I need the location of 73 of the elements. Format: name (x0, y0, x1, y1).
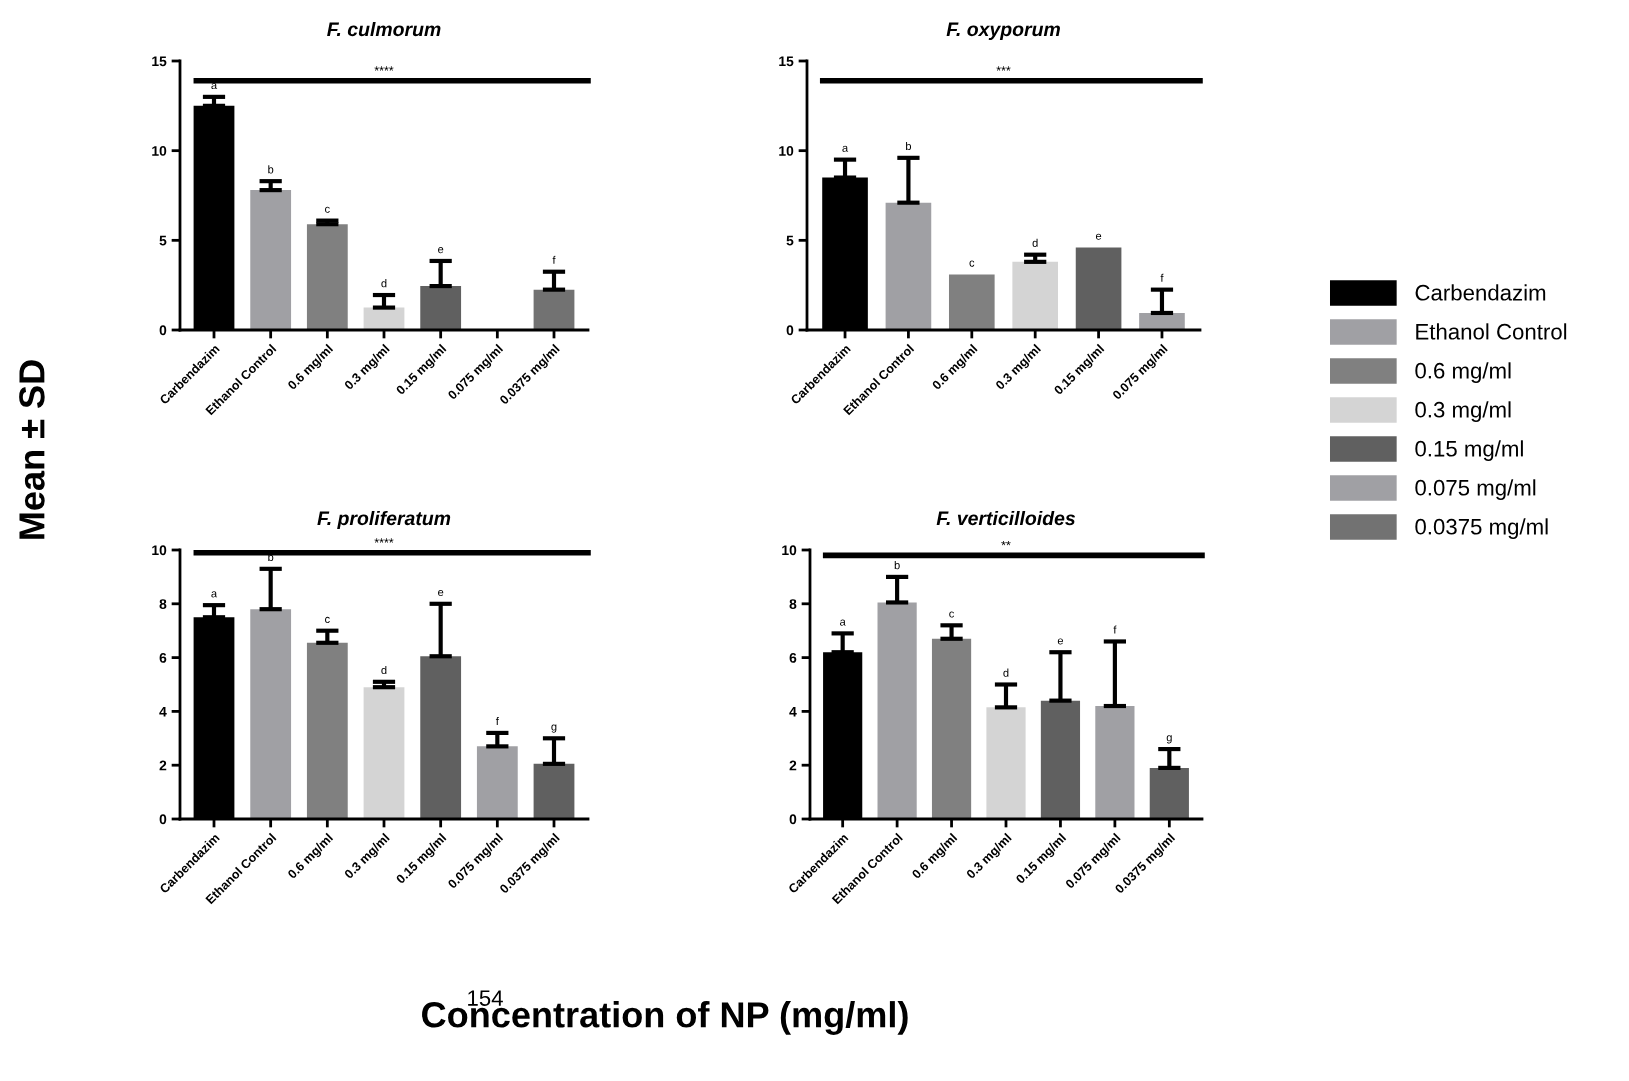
bar (420, 656, 462, 819)
annotation: a (211, 83, 218, 90)
y-tick-label: 0 (159, 325, 167, 336)
chart-title: F. proliferatum (317, 510, 451, 530)
y-axis-title: Mean ± SD (19, 360, 45, 539)
annotation: d (381, 279, 387, 288)
y-tick-label: 4 (159, 706, 167, 717)
bar (533, 763, 575, 819)
y-tick-label: 5 (786, 235, 794, 246)
annotation: d (381, 665, 387, 675)
bar (533, 289, 575, 330)
annotation: b (894, 560, 900, 570)
y-tick-label: 0 (159, 814, 167, 825)
y-tick-label: 8 (159, 599, 167, 609)
y-tick-label: 15 (152, 56, 167, 67)
annotation: a (211, 591, 218, 598)
y-tick-label: 15 (779, 56, 794, 67)
annotation: g (551, 724, 557, 733)
y-tick-label: 0 (789, 814, 797, 825)
bar (1040, 700, 1081, 819)
y-tick-label: 4 (789, 706, 797, 717)
annotation: f (552, 255, 556, 264)
y-tick-label: 6 (159, 652, 167, 663)
chart-title: F. culmorum (327, 21, 441, 37)
annotation: g (1166, 735, 1172, 744)
annotation: d (1003, 668, 1009, 677)
y-tick-label: 10 (782, 545, 797, 556)
chart-title: F. verticilloides (936, 510, 1076, 526)
annotation: e (438, 247, 444, 254)
annotation: f (1113, 625, 1117, 634)
annotation: a (840, 619, 846, 626)
category-label: 0.0375 mg/ml (1415, 518, 1548, 539)
y-tick-label: 6 (789, 652, 797, 663)
y-tick-label: 0 (786, 325, 794, 336)
y-tick-label: 5 (159, 235, 167, 246)
annotation: f (1160, 273, 1164, 282)
category-label: Ethanol Control (1416, 323, 1567, 340)
y-tick-label: 10 (152, 545, 167, 556)
category-label: 0.075 mg/ml (1415, 479, 1536, 500)
ref-line-label: **** (374, 538, 394, 543)
bar (877, 602, 917, 819)
ref-line-label: *** (996, 66, 1011, 71)
y-tick-label: 10 (152, 146, 167, 156)
bar (363, 687, 405, 819)
y-tick-label: 2 (789, 760, 797, 771)
annotation: c (325, 206, 330, 213)
bar (1149, 767, 1189, 819)
annotation: e (1095, 233, 1102, 240)
annotation: b (906, 141, 912, 151)
bar (986, 707, 1026, 819)
bar (306, 642, 348, 819)
bar (250, 190, 292, 330)
bar (931, 638, 972, 819)
ref-line-label: **** (374, 66, 394, 71)
annotation: e (1057, 638, 1064, 645)
y-tick-label: 2 (159, 760, 167, 771)
bar (420, 286, 462, 330)
annotation: a (842, 145, 849, 152)
y-tick-label: 10 (779, 146, 794, 156)
category-label: Carbendazim (1415, 284, 1546, 301)
bar (250, 609, 292, 819)
annotation: c (969, 260, 975, 267)
y-tick-label: 8 (789, 599, 797, 609)
annotation: c (325, 616, 330, 623)
annotation: d (1032, 238, 1038, 247)
annotation: f (495, 717, 499, 726)
chart-title: F. oxyporum (946, 22, 1060, 41)
category-label: 0.15 mg/ml (1415, 440, 1523, 461)
bar (476, 746, 518, 819)
annotation: b (268, 165, 274, 174)
annotation: e (438, 589, 444, 597)
annotation: c (949, 611, 955, 618)
ref-line-label: ** (1001, 540, 1011, 546)
